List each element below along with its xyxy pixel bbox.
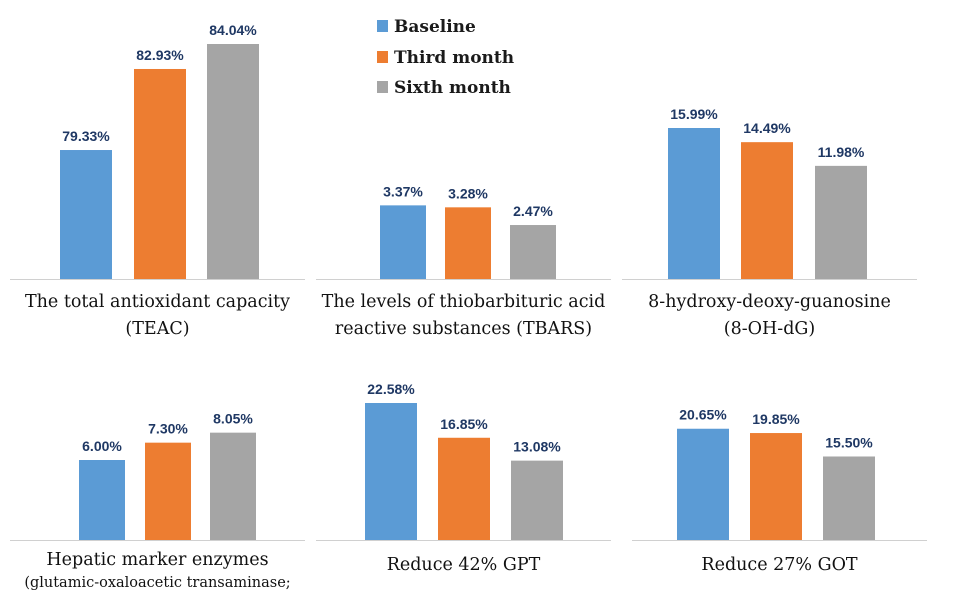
chart-panel-4: 6.00% 7.30% 8.05% Hepatic marker enzymes (gl… bbox=[10, 411, 305, 591]
panel-caption-line-1: Reduce 27% GOT bbox=[701, 555, 858, 575]
bar-third-month bbox=[145, 442, 191, 540]
bar-baseline bbox=[668, 128, 720, 279]
panel-caption-line-1: The levels of thiobarbituric acid bbox=[322, 292, 606, 312]
panel-caption-line-2: (TEAC) bbox=[125, 319, 189, 339]
data-label: 3.37% bbox=[383, 183, 423, 199]
legend-swatch-1 bbox=[377, 20, 388, 32]
chart-panel-1: 79.33% 82.93% 84.04% The total antioxidant … bbox=[10, 22, 305, 339]
panel-caption-line-1: The total antioxidant capacity bbox=[25, 292, 290, 312]
bar-sixth-month bbox=[823, 456, 875, 540]
data-label: 3.28% bbox=[448, 185, 488, 201]
bar-third-month bbox=[134, 68, 186, 280]
data-label: 14.49% bbox=[743, 120, 791, 136]
panel-caption-line-1: Hepatic marker enzymes bbox=[46, 550, 268, 570]
bar-sixth-month bbox=[510, 225, 556, 279]
legend-label-1: Baseline bbox=[394, 17, 476, 37]
data-label: 6.00% bbox=[82, 438, 122, 454]
data-label: 16.85% bbox=[440, 416, 488, 432]
data-label: 20.65% bbox=[679, 407, 727, 423]
panel-caption-line-2: (glutamic-oxaloacetic transaminase; bbox=[24, 575, 290, 591]
data-label: 8.05% bbox=[213, 411, 253, 427]
legend-swatch-3 bbox=[377, 81, 388, 93]
chart-panels: 79.33% 82.93% 84.04% The total antioxidant … bbox=[10, 22, 927, 591]
panel-caption-line-2: reactive substances (TBARS) bbox=[335, 319, 592, 339]
bar-baseline bbox=[380, 205, 426, 279]
chart-panel-2: 3.37% 3.28% 2.47% The levels of thiobarbitu… bbox=[316, 183, 611, 339]
chart-panel-3: 15.99% 14.49% 11.98% 8-hydroxy-deoxy-guanos… bbox=[622, 106, 917, 339]
legend-label-3: Sixth month bbox=[394, 78, 511, 98]
data-label: 2.47% bbox=[513, 203, 553, 219]
data-label: 11.98% bbox=[818, 144, 865, 160]
panel-caption-line-1: 8-hydroxy-deoxy-guanosine bbox=[648, 292, 891, 312]
panel-caption-line-1: Reduce 42% GPT bbox=[387, 555, 541, 575]
bar-sixth-month bbox=[815, 165, 867, 279]
bar-baseline bbox=[677, 428, 729, 540]
bar-third-month bbox=[741, 142, 793, 279]
bar-baseline bbox=[79, 460, 125, 540]
chart-panel-5: 22.58% 16.85% 13.08% Reduce 42% GPT bbox=[316, 381, 611, 575]
data-label: 22.58% bbox=[367, 381, 415, 397]
data-label: 84.04% bbox=[209, 22, 257, 38]
bar-sixth-month bbox=[210, 432, 256, 540]
bar-baseline bbox=[60, 150, 112, 279]
bar-third-month bbox=[445, 207, 491, 279]
legend-swatch-2 bbox=[377, 51, 388, 63]
bar-baseline bbox=[365, 403, 417, 540]
data-label: 15.99% bbox=[670, 106, 718, 122]
data-label: 15.50% bbox=[825, 434, 873, 450]
panel-caption-line-2: (8-OH-dG) bbox=[724, 319, 815, 339]
legend: Baseline Third month Sixth month bbox=[377, 17, 514, 98]
data-label: 79.33% bbox=[62, 128, 110, 144]
bar-third-month bbox=[438, 437, 490, 540]
chart-panel-6: 20.65% 19.85% 15.50% Reduce 27% GOT bbox=[632, 407, 927, 575]
bar-sixth-month bbox=[511, 460, 563, 540]
data-label: 7.30% bbox=[148, 421, 188, 437]
data-label: 82.93% bbox=[136, 47, 184, 63]
legend-label-2: Third month bbox=[394, 48, 514, 68]
data-label: 13.08% bbox=[513, 439, 561, 455]
bar-sixth-month bbox=[207, 44, 259, 279]
bar-third-month bbox=[750, 433, 802, 540]
data-label: 19.85% bbox=[752, 411, 800, 427]
